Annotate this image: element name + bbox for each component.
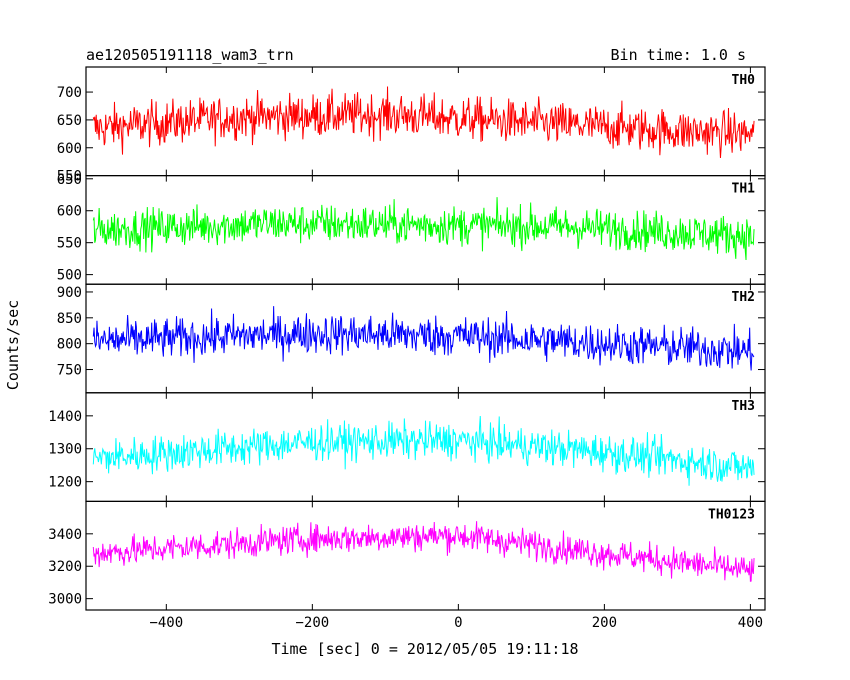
y-tick-label: 900	[57, 285, 82, 301]
y-tick-label: 700	[57, 85, 82, 101]
y-tick-label: 3400	[48, 527, 82, 543]
y-tick-label: 600	[57, 204, 82, 220]
y-tick-label: 750	[57, 363, 82, 379]
series-label-th2: TH2	[732, 290, 755, 305]
x-tick-label: 0	[454, 615, 462, 631]
y-tick-label: 800	[57, 337, 82, 353]
series-label-th0123: TH0123	[708, 507, 755, 522]
series-line-th0123	[92, 521, 755, 582]
y-tick-label: 3200	[48, 559, 82, 575]
y-tick-label: 550	[57, 169, 82, 185]
y-tick-label: 600	[57, 141, 82, 157]
x-axis-label: Time [sec] 0 = 2012/05/05 19:11:18	[271, 640, 578, 658]
y-tick-label: 650	[57, 113, 82, 129]
series-line-th3	[92, 415, 755, 486]
series-line-th0	[92, 86, 755, 158]
y-tick-label: 650	[57, 172, 82, 188]
series-label-th1: TH1	[732, 182, 756, 197]
series-line-th2	[92, 306, 755, 371]
x-tick-label: 400	[738, 615, 763, 631]
y-tick-label: 850	[57, 311, 82, 327]
series-label-th0: TH0	[732, 73, 756, 88]
y-tick-label: 550	[57, 236, 82, 252]
y-tick-label: 3000	[48, 592, 82, 608]
y-tick-label: 1300	[48, 442, 82, 458]
y-tick-label: 1200	[48, 475, 82, 491]
y-tick-label: 500	[57, 268, 82, 284]
x-tick-label: −200	[295, 615, 329, 631]
x-tick-label: −400	[149, 615, 183, 631]
panels-group: 550 600 650 700 TH0 500 550 600 650 TH1 750 800 850 9…	[48, 66, 766, 631]
chart-title: ae120505191118_wam3_trn	[86, 46, 294, 64]
series-line-th1	[92, 197, 755, 261]
bin-time-label: Bin time: 1.0 s	[611, 46, 746, 64]
panel-frame	[85, 500, 766, 611]
x-tick-label: 200	[592, 615, 617, 631]
series-label-th3: TH3	[732, 399, 755, 414]
y-tick-label: 1400	[48, 409, 82, 425]
y-axis-label: Counts/sec	[4, 300, 22, 390]
